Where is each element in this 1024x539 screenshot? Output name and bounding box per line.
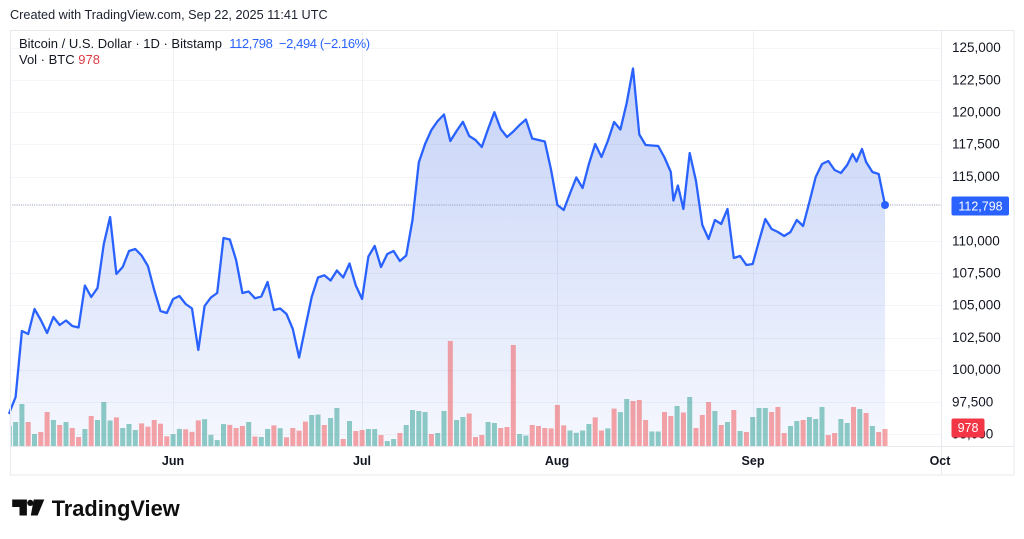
svg-text:117,500: 117,500 bbox=[952, 137, 1000, 152]
svg-text:TradingView: TradingView bbox=[52, 499, 180, 521]
svg-text:Sep: Sep bbox=[742, 454, 765, 468]
svg-text:115,000: 115,000 bbox=[952, 169, 1000, 184]
svg-text:107,500: 107,500 bbox=[952, 266, 1001, 281]
svg-text:978: 978 bbox=[958, 421, 979, 435]
svg-text:100,000: 100,000 bbox=[952, 362, 1001, 377]
svg-text:Oct: Oct bbox=[930, 454, 952, 468]
svg-text:Jun: Jun bbox=[162, 454, 184, 468]
svg-text:102,500: 102,500 bbox=[952, 330, 1001, 345]
svg-text:97,500: 97,500 bbox=[952, 394, 993, 409]
svg-text:112,798: 112,798 bbox=[958, 200, 1002, 214]
svg-text:110,000: 110,000 bbox=[952, 233, 1000, 248]
svg-text:125,000: 125,000 bbox=[952, 40, 1001, 55]
svg-text:122,500: 122,500 bbox=[952, 72, 1001, 87]
svg-text:105,000: 105,000 bbox=[952, 298, 1001, 313]
svg-text:Aug: Aug bbox=[545, 454, 569, 468]
svg-text:120,000: 120,000 bbox=[952, 105, 1001, 120]
svg-text:Jul: Jul bbox=[353, 454, 371, 468]
